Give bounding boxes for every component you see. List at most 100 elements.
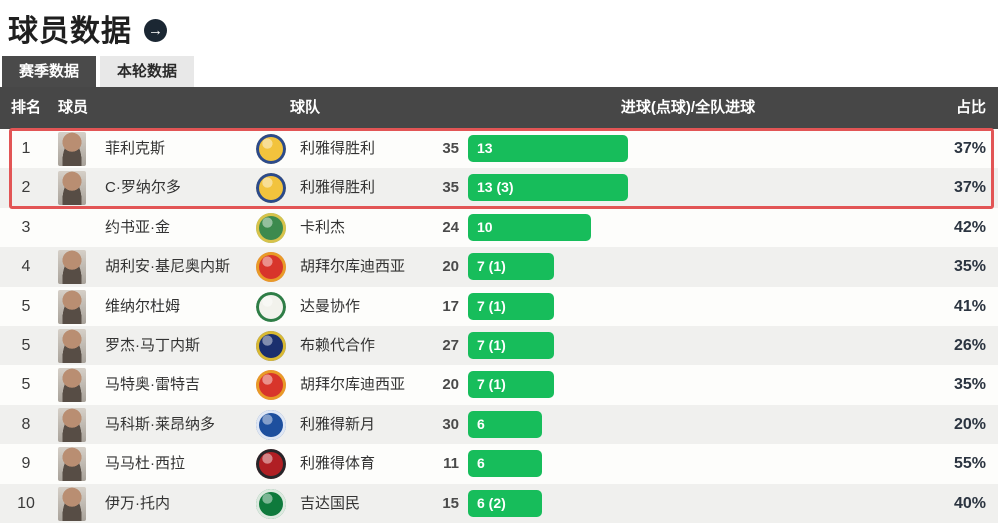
- player-goals-bar: 13: [468, 135, 628, 162]
- rank-value: 2: [21, 179, 31, 197]
- table-body: 1 菲利克斯 利雅得胜利 13 35 37% 2 C·罗纳尔多 利雅得胜利 13…: [0, 128, 998, 523]
- player-photo: [58, 447, 86, 482]
- team-name: 胡拜尔库迪西亚: [300, 258, 406, 276]
- team-name: 卡利杰: [300, 218, 346, 236]
- table-row: 5 维纳尔杜姆 达曼协作 7 (1) 17 41%: [0, 286, 998, 326]
- team-name: 利雅得胜利: [300, 179, 376, 197]
- table-row: 10 伊万·托内 吉达国民 6 (2) 15 40%: [0, 483, 998, 523]
- player-name: 罗杰·马丁内斯: [105, 336, 200, 354]
- player-goals-bar: 7 (1): [468, 253, 554, 281]
- column-header-team: 球队: [290, 99, 321, 116]
- player-goals-bar: 10: [468, 213, 591, 241]
- player-goals-bar: 6: [468, 450, 542, 478]
- player-name: 胡利安·基尼奥内斯: [105, 258, 230, 276]
- player-goals-bar: 13 (3): [468, 174, 628, 202]
- player-name: 马科斯·莱昂纳多: [105, 415, 215, 433]
- table-row: 9 马马杜·西拉 利雅得体育 6 11 55%: [0, 444, 998, 484]
- player-name: 马马杜·西拉: [105, 455, 185, 473]
- column-header-player: 球员: [58, 99, 89, 116]
- table-header: 排名 球员 球队 进球(点球)/全队进球 占比: [0, 87, 998, 129]
- player-goals-bar: 7 (1): [468, 371, 554, 399]
- team-name: 利雅得体育: [300, 455, 376, 473]
- player-goals-bar: 7 (1): [468, 292, 554, 320]
- team-name: 利雅得新月: [300, 415, 376, 433]
- player-name: 伊万·托内: [105, 494, 170, 512]
- player-photo: [58, 171, 86, 206]
- player-photo: [58, 407, 86, 442]
- table-row: 2 C·罗纳尔多 利雅得胜利 13 (3) 35 37%: [0, 168, 998, 208]
- team-logo-icon: [256, 370, 286, 401]
- player-photo: [58, 289, 86, 324]
- table-row: 4 胡利安·基尼奥内斯 胡拜尔库迪西亚 7 (1) 20 35%: [0, 247, 998, 287]
- ratio-value: 37%: [953, 140, 986, 157]
- table-row: 3 约书亚·金 卡利杰 10 24 42%: [0, 207, 998, 248]
- player-photo: [58, 486, 86, 521]
- column-header-goals: 进球(点球)/全队进球: [620, 99, 756, 116]
- rank-value: 3: [21, 218, 31, 236]
- arrow-right-icon[interactable]: →: [144, 18, 167, 42]
- ratio-value: 42%: [953, 218, 986, 236]
- ratio-value: 26%: [953, 336, 986, 354]
- ratio-value: 35%: [953, 376, 986, 394]
- ratio-value: 37%: [953, 179, 986, 197]
- team-logo-icon: [256, 134, 286, 164]
- team-goals-value: 24: [442, 218, 459, 236]
- team-name: 胡拜尔库迪西亚: [300, 376, 406, 394]
- team-goals-value: 30: [442, 415, 459, 433]
- rank-value: 9: [21, 455, 31, 473]
- column-header-ratio: 占比: [955, 99, 986, 116]
- rank-value: 4: [21, 258, 31, 276]
- rank-value: 5: [21, 376, 31, 394]
- team-logo-icon: [256, 212, 286, 243]
- player-goals-bar: 6: [468, 410, 542, 438]
- tab-season-data[interactable]: 赛季数据: [2, 56, 97, 87]
- tab-round-data[interactable]: 本轮数据: [100, 56, 195, 87]
- rank-value: 8: [21, 415, 31, 433]
- player-name: 约书亚·金: [105, 218, 170, 236]
- team-logo-icon: [256, 330, 286, 361]
- table-row: 5 马特奥·雷特吉 胡拜尔库迪西亚 7 (1) 20 35%: [0, 365, 998, 405]
- team-name: 利雅得胜利: [300, 140, 376, 157]
- player-goals-bar: 6 (2): [468, 489, 542, 517]
- rank-value: 10: [17, 494, 35, 512]
- page-title: 球员数据: [8, 15, 132, 48]
- team-goals-value: 35: [442, 140, 459, 157]
- column-header-rank: 排名: [10, 99, 41, 116]
- player-photo: [58, 328, 86, 363]
- rank-value: 1: [21, 140, 31, 157]
- tab-bar: 赛季数据 本轮数据: [0, 56, 998, 87]
- team-logo-icon: [256, 488, 286, 519]
- player-name: 菲利克斯: [105, 140, 166, 157]
- team-logo-icon: [256, 173, 286, 204]
- team-goals-value: 27: [442, 336, 459, 354]
- table-row: 1 菲利克斯 利雅得胜利 13 35 37%: [0, 129, 998, 169]
- team-goals-value: 20: [442, 376, 459, 394]
- title-bar: 球员数据 →: [0, 0, 998, 56]
- player-photo: [58, 250, 86, 285]
- ratio-value: 35%: [953, 258, 986, 276]
- team-name: 布赖代合作: [300, 336, 376, 354]
- team-name: 达曼协作: [300, 297, 361, 315]
- rank-value: 5: [21, 336, 31, 354]
- team-logo-icon: [256, 449, 286, 480]
- ratio-value: 55%: [953, 455, 986, 473]
- team-logo-icon: [256, 252, 286, 283]
- team-goals-value: 20: [442, 258, 459, 276]
- team-goals-value: 17: [442, 297, 459, 315]
- player-name: C·罗纳尔多: [105, 179, 181, 197]
- rank-value: 5: [21, 297, 31, 315]
- ratio-value: 20%: [953, 415, 986, 433]
- team-goals-value: 11: [443, 455, 459, 473]
- player-photo: [58, 368, 86, 403]
- table-row: 5 罗杰·马丁内斯 布赖代合作 7 (1) 27 26%: [0, 325, 998, 366]
- team-logo-icon: [256, 291, 286, 322]
- ratio-value: 41%: [953, 297, 986, 315]
- player-name: 维纳尔杜姆: [105, 297, 181, 315]
- ratio-value: 40%: [953, 494, 986, 512]
- player-name: 马特奥·雷特吉: [105, 376, 200, 394]
- team-logo-icon: [256, 409, 286, 440]
- team-goals-value: 35: [442, 179, 459, 197]
- team-goals-value: 15: [442, 494, 459, 512]
- team-name: 吉达国民: [300, 494, 361, 512]
- player-photo: [58, 132, 86, 166]
